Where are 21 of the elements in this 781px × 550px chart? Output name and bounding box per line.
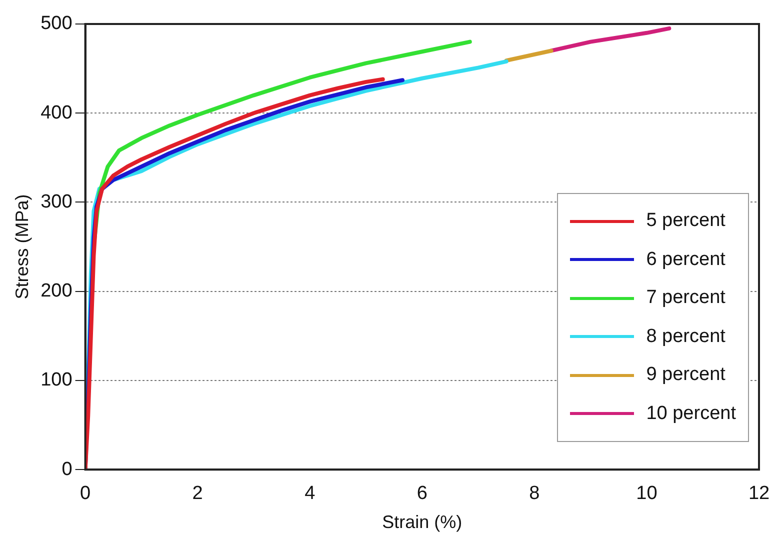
y-tick-label: 300: [40, 191, 72, 212]
y-tick-label: 200: [40, 280, 72, 302]
x-tick-label: 6: [416, 483, 428, 504]
y-tick-label: 500: [40, 13, 72, 34]
legend-label: 8 percent: [646, 326, 726, 348]
legend-label: 6 percent: [646, 248, 726, 271]
legend-label: 5 percent: [646, 210, 726, 232]
y-tick-label: 100: [40, 370, 72, 391]
legend-label: 9 percent: [646, 364, 726, 386]
legend-label: 10 percent: [646, 402, 736, 425]
x-tick-label: 2: [192, 483, 203, 504]
y-tick-label: 400: [40, 102, 72, 124]
x-tick-label: 4: [304, 483, 316, 504]
y-axis-title: Stress (MPa): [12, 194, 32, 300]
x-tick-label: 12: [748, 483, 770, 504]
x-tick-label: 0: [80, 483, 91, 504]
legend-label: 7 percent: [646, 287, 726, 310]
y-tick-label: 0: [62, 458, 72, 480]
x-axis-title: Strain (%): [382, 512, 462, 532]
x-tick-label: 8: [529, 483, 540, 504]
x-tick-label: 10: [636, 483, 658, 504]
